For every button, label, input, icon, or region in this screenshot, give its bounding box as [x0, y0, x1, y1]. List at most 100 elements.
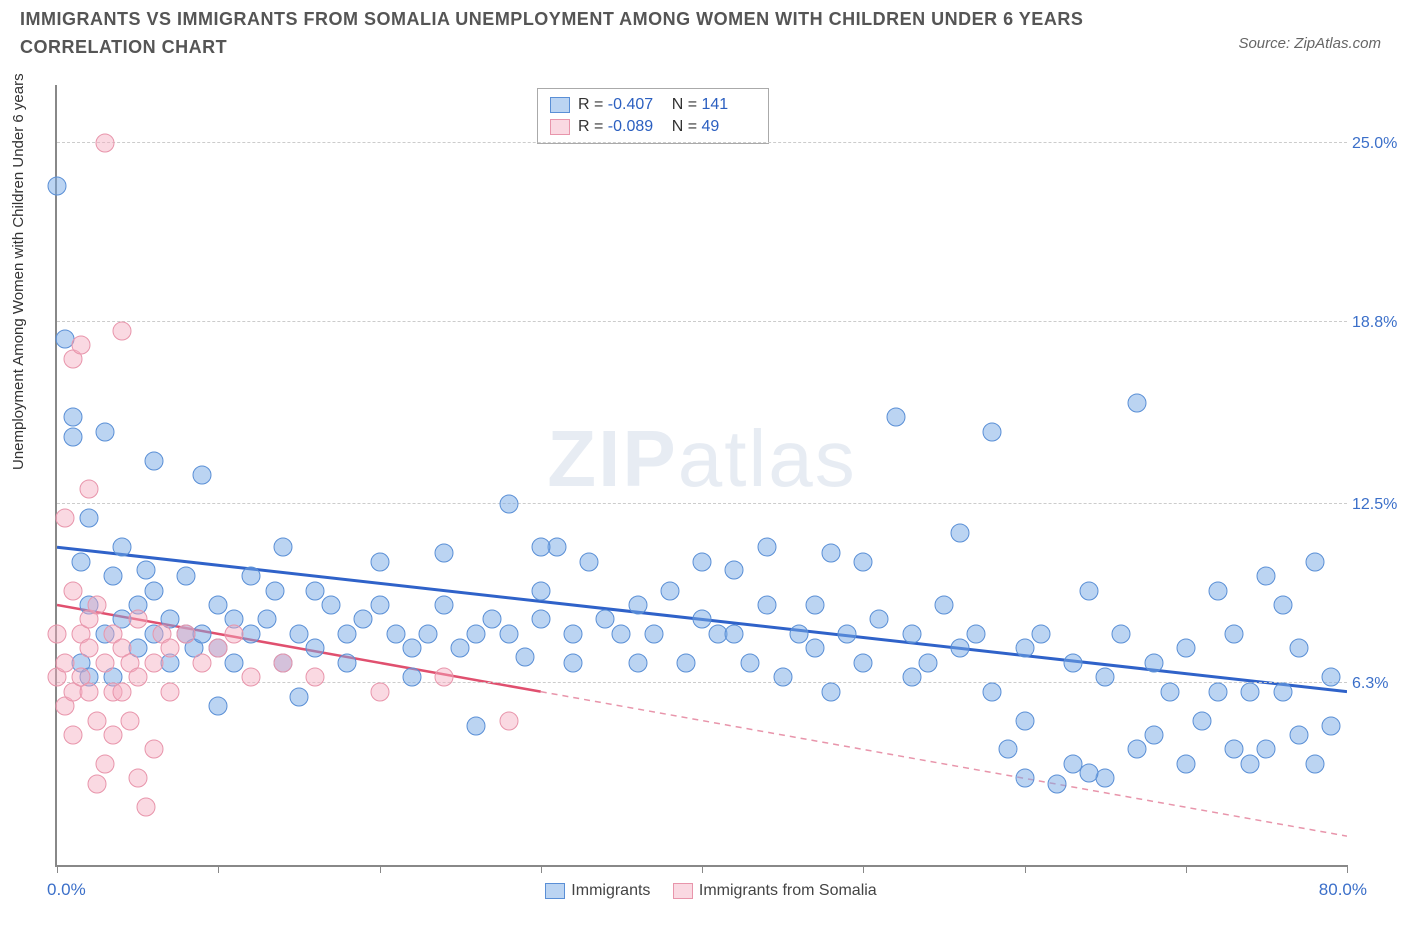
data-point — [80, 480, 99, 499]
data-point — [96, 754, 115, 773]
data-point — [241, 567, 260, 586]
data-point — [1176, 639, 1195, 658]
data-point — [435, 668, 454, 687]
gridline — [57, 321, 1347, 322]
scatter-plot: ZIPatlas R = -0.407 N = 141 R = -0.089 N… — [55, 85, 1347, 867]
data-point — [354, 610, 373, 629]
data-point — [80, 509, 99, 528]
data-point — [499, 624, 518, 643]
legend-n-label: N = — [672, 118, 697, 135]
data-point — [120, 711, 139, 730]
data-point — [289, 688, 308, 707]
x-tick — [541, 865, 542, 873]
legend-r-label: R = — [578, 118, 603, 135]
data-point — [225, 624, 244, 643]
data-point — [934, 596, 953, 615]
data-point — [596, 610, 615, 629]
data-point — [951, 523, 970, 542]
data-point — [515, 648, 534, 667]
data-point — [96, 422, 115, 441]
data-point — [693, 552, 712, 571]
data-point — [983, 422, 1002, 441]
data-point — [499, 494, 518, 513]
x-tick — [1347, 865, 1348, 873]
data-point — [160, 682, 179, 701]
data-point — [805, 639, 824, 658]
data-point — [902, 668, 921, 687]
data-point — [56, 653, 75, 672]
data-point — [741, 653, 760, 672]
data-point — [1015, 711, 1034, 730]
data-point — [48, 177, 67, 196]
data-point — [757, 538, 776, 557]
legend-series-1: Immigrants from Somalia — [699, 882, 877, 899]
data-point — [564, 653, 583, 672]
data-point — [1209, 682, 1228, 701]
data-point — [1305, 552, 1324, 571]
data-point — [1160, 682, 1179, 701]
legend-r-value-0: -0.407 — [608, 94, 663, 116]
data-point — [483, 610, 502, 629]
data-point — [144, 740, 163, 759]
x-tick — [1186, 865, 1187, 873]
data-point — [870, 610, 889, 629]
data-point — [612, 624, 631, 643]
data-point — [112, 538, 131, 557]
data-point — [822, 682, 841, 701]
data-point — [177, 567, 196, 586]
legend-n-label: N = — [672, 96, 697, 113]
x-tick — [380, 865, 381, 873]
trend-line — [541, 692, 1347, 836]
data-point — [531, 610, 550, 629]
gridline — [57, 142, 1347, 143]
data-point — [951, 639, 970, 658]
legend-swatch-pink — [673, 883, 693, 899]
watermark: ZIPatlas — [547, 413, 856, 505]
data-point — [999, 740, 1018, 759]
data-point — [854, 653, 873, 672]
data-point — [72, 336, 91, 355]
data-point — [1305, 754, 1324, 773]
legend-swatch-blue — [550, 97, 570, 113]
data-point — [1241, 682, 1260, 701]
legend-swatch-pink — [550, 119, 570, 135]
data-point — [72, 552, 91, 571]
data-point — [225, 653, 244, 672]
data-point — [854, 552, 873, 571]
data-point — [402, 639, 421, 658]
data-point — [660, 581, 679, 600]
data-point — [306, 639, 325, 658]
data-point — [88, 711, 107, 730]
data-point — [1144, 726, 1163, 745]
data-point — [499, 711, 518, 730]
data-point — [805, 596, 824, 615]
y-axis-label: Unemployment Among Women with Children U… — [10, 73, 27, 470]
data-point — [1047, 775, 1066, 794]
data-point — [1273, 682, 1292, 701]
data-point — [1225, 740, 1244, 759]
legend-row-somalia: R = -0.089 N = 49 — [550, 116, 756, 138]
gridline — [57, 503, 1347, 504]
data-point — [1289, 726, 1308, 745]
data-point — [1128, 393, 1147, 412]
data-point — [983, 682, 1002, 701]
data-point — [1176, 754, 1195, 773]
data-point — [338, 624, 357, 643]
data-point — [104, 567, 123, 586]
data-point — [1241, 754, 1260, 773]
chart-title: IMMIGRANTS VS IMMIGRANTS FROM SOMALIA UN… — [20, 5, 1120, 61]
data-point — [306, 668, 325, 687]
watermark-zip: ZIP — [547, 414, 677, 503]
data-point — [1257, 740, 1276, 759]
data-point — [1321, 668, 1340, 687]
data-point — [306, 581, 325, 600]
data-point — [1225, 624, 1244, 643]
data-point — [725, 561, 744, 580]
data-point — [902, 624, 921, 643]
data-point — [265, 581, 284, 600]
data-point — [209, 639, 228, 658]
data-point — [1289, 639, 1308, 658]
data-point — [144, 451, 163, 470]
data-point — [56, 509, 75, 528]
data-point — [177, 624, 196, 643]
